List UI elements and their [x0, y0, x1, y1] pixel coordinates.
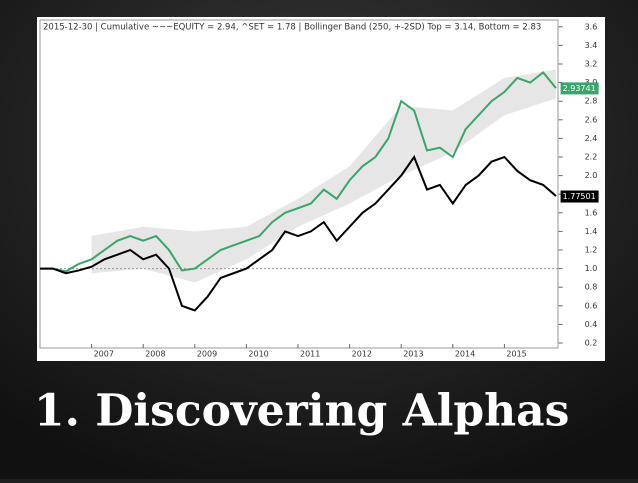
chart-header: 2015-12-30 | Cumulative ~~~EQUITY = 2.94… — [43, 23, 541, 33]
x-tick-label: 2015 — [506, 350, 526, 359]
x-tick-label: 2007 — [94, 350, 114, 359]
y-tick-label: 2.4 — [585, 134, 598, 143]
x-tick-label: 2010 — [248, 350, 268, 359]
x-tick-label: 2013 — [403, 350, 423, 359]
y-tick-label: 2.2 — [585, 153, 598, 162]
y-tick-label: 0.8 — [585, 283, 598, 292]
x-tick-label: 2008 — [145, 350, 165, 359]
plot-border — [39, 19, 559, 349]
y-tick-label: 3.4 — [585, 41, 598, 50]
y-tick-label: 1.6 — [585, 208, 598, 217]
y-tick-label: 1.2 — [585, 246, 598, 255]
slide-title: 1. Discovering Alphas — [34, 386, 569, 437]
y-tick-label: 1.4 — [585, 227, 598, 236]
y-tick-label: 2.0 — [585, 171, 598, 180]
x-tick-label: 2011 — [300, 350, 320, 359]
y-tick-label: 0.6 — [585, 301, 598, 310]
y-tick-label: 3.2 — [585, 60, 598, 69]
series-line — [40, 70, 557, 273]
x-tick-label: 2009 — [197, 350, 217, 359]
x-tick-label: 2012 — [352, 350, 372, 359]
y-tick-label: 1.0 — [585, 264, 598, 273]
end-label-box — [560, 82, 599, 95]
x-tick-label: 2014 — [455, 350, 475, 359]
series-line — [40, 154, 557, 312]
y-tick-label: 0.2 — [585, 339, 598, 348]
end-label: 2.93741 — [563, 84, 596, 93]
y-tick-label: 0.4 — [585, 320, 598, 329]
end-label: 1.77501 — [563, 192, 596, 201]
bollinger-band — [91, 69, 557, 283]
y-tick-label: 3.6 — [585, 22, 598, 31]
end-label-box — [560, 190, 599, 203]
y-tick-label: 2.6 — [585, 115, 598, 124]
y-tick-label: 2.8 — [585, 97, 598, 106]
